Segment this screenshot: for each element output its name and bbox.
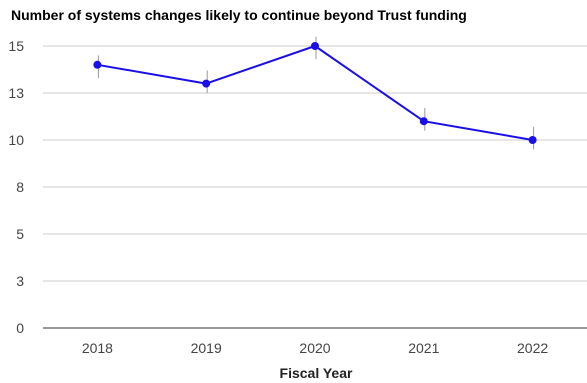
y-tick-label: 5 <box>16 226 24 242</box>
x-tick-label: 2020 <box>299 340 330 356</box>
x-tick-label: 2018 <box>82 340 113 356</box>
y-tick-label: 8 <box>16 179 24 195</box>
data-point <box>419 117 428 126</box>
grid-lines <box>43 45 587 329</box>
x-tick-label: 2019 <box>191 340 222 356</box>
data-point <box>202 79 211 88</box>
y-tick-label: 13 <box>8 85 24 101</box>
y-tick-label: 15 <box>8 38 24 54</box>
data-points <box>93 42 537 144</box>
y-tick-label: 0 <box>16 320 24 336</box>
data-point <box>528 136 537 144</box>
y-tick-labels: 0 3 5 8 10 13 15 <box>8 38 24 336</box>
chart-title: Number of systems changes likely to cont… <box>11 7 467 23</box>
data-point <box>311 42 319 50</box>
x-tick-label: 2022 <box>517 340 548 356</box>
x-tick-labels: 2018 2019 2020 2021 2022 <box>82 340 549 356</box>
y-tick-label: 10 <box>8 132 24 148</box>
data-point <box>93 60 102 69</box>
x-axis-label: Fiscal Year <box>280 365 353 381</box>
y-tick-label: 3 <box>16 273 24 289</box>
x-tick-label: 2021 <box>408 340 439 356</box>
